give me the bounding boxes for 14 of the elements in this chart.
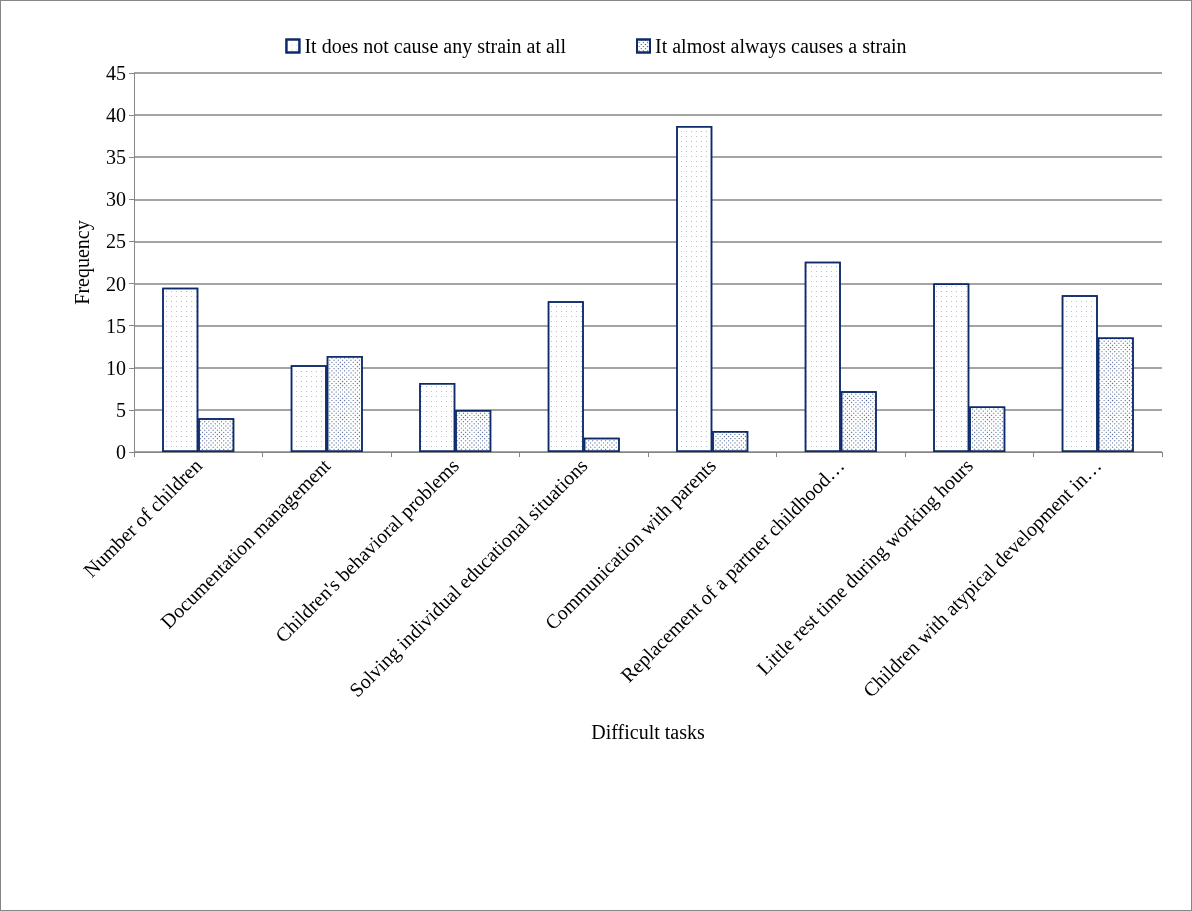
y-tick-label: 0: [116, 441, 126, 463]
y-axis-title: Frequency: [71, 220, 94, 305]
y-tick-label: 45: [106, 62, 126, 84]
y-tick-label: 10: [106, 356, 126, 379]
legend-label: It does not cause any strain at all: [304, 35, 567, 58]
y-tick-label: 40: [106, 104, 126, 127]
y-tick-label: 5: [116, 398, 126, 421]
y-tick-label: 15: [106, 314, 126, 337]
y-tick-label: 30: [106, 188, 126, 211]
y-tick-label: 25: [106, 230, 126, 253]
y-tick-label: 35: [106, 146, 126, 169]
y-tick-label: 20: [106, 272, 126, 295]
legend-label: It almost always causes a strain: [655, 35, 907, 58]
x-axis-title: Difficult tasks: [591, 721, 705, 743]
